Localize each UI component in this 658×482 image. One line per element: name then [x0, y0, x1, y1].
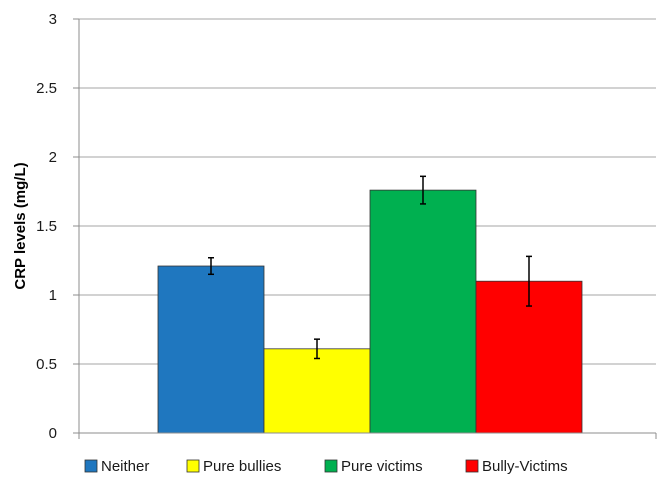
y-tick-label: 1 — [49, 287, 57, 304]
legend-label: Pure victims — [341, 458, 423, 475]
y-tick-label: 2 — [49, 149, 57, 166]
y-tick-label: 1.5 — [36, 218, 57, 235]
axes — [73, 18, 657, 439]
y-tick-label: 0 — [49, 425, 57, 442]
y-tick-label: 2.5 — [36, 80, 57, 97]
legend-item: Bully-Victims — [465, 458, 568, 475]
legend-label: Bully-Victims — [482, 458, 568, 475]
legend-item: Pure victims — [324, 458, 423, 475]
error-bar — [208, 256, 214, 276]
legend-label: Neither — [101, 458, 149, 475]
legend-swatch — [186, 459, 200, 473]
y-tick-label: 0.5 — [36, 356, 57, 373]
error-bars — [208, 175, 532, 360]
y-axis-title: CRP levels (mg/L) — [12, 162, 29, 289]
legend-swatch — [84, 459, 98, 473]
bar-neither — [157, 265, 265, 434]
y-tick-labels: 0 0.5 1 1.5 2 2.5 3 — [36, 11, 57, 442]
legend-swatch — [465, 459, 479, 473]
legend-item: Pure bullies — [186, 458, 281, 475]
legend: Neither Pure bullies Pure victims Bully-Vic… — [84, 458, 568, 475]
bars — [157, 189, 583, 434]
legend-item: Neither — [84, 458, 149, 475]
legend-label: Pure bullies — [203, 458, 281, 475]
y-tick-label: 3 — [49, 11, 57, 28]
legend-swatch — [324, 459, 338, 473]
error-bar — [420, 175, 426, 205]
error-bar — [526, 255, 532, 307]
bar-pure-bullies — [263, 348, 371, 434]
bar-pure-victims — [369, 189, 477, 434]
error-bar — [314, 338, 320, 360]
